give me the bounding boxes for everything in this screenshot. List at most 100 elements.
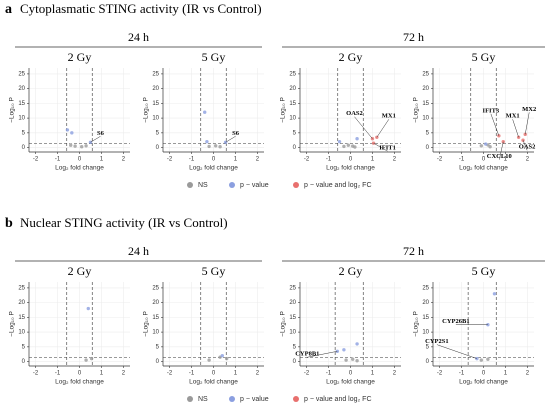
point: [371, 141, 376, 145]
point: [224, 356, 229, 361]
point: [84, 144, 88, 148]
point: [205, 139, 209, 144]
x-tick-label: -1: [189, 157, 195, 163]
y-tick-label: 10: [152, 330, 159, 336]
section-letter: b: [5, 216, 13, 231]
point: [342, 348, 346, 352]
label-leader: [436, 344, 477, 359]
y-tick-label: 15: [18, 101, 25, 107]
y-tick-label: 15: [152, 101, 159, 107]
point: [355, 342, 359, 346]
point: [344, 358, 348, 362]
y-tick-label: 10: [289, 116, 296, 122]
section-title: Cytoplasmatic STING activity (IR vs Cont…: [20, 1, 262, 16]
y-tick-label: 25: [18, 285, 25, 291]
point: [479, 358, 484, 362]
point: [488, 144, 492, 149]
y-tick-label: 10: [18, 116, 25, 122]
point: [350, 357, 355, 361]
label-leader: [522, 140, 528, 151]
y-tick-label: 0: [22, 145, 26, 151]
point-label: CXCL10: [487, 153, 512, 160]
point: [486, 357, 490, 361]
y-tick-label: 10: [422, 330, 429, 336]
y-tick-label: 20: [152, 300, 159, 306]
legend-label: NS: [198, 182, 208, 189]
x-tick-label: -1: [459, 371, 465, 377]
x-tick-label: -2: [33, 371, 39, 377]
x-tick-label: 2: [122, 157, 126, 163]
group-label: 24 h: [128, 244, 149, 258]
x-tick-label: 0: [212, 371, 216, 377]
group-label: 72 h: [403, 244, 424, 258]
y-tick-label: 20: [422, 86, 429, 92]
y-tick-label: 25: [289, 71, 296, 77]
label-leader: [225, 136, 236, 143]
point-label: CYP8B1: [295, 351, 319, 358]
point-label: IFIT1: [379, 145, 396, 152]
y-tick-label: 15: [422, 315, 429, 321]
x-tick-label: -1: [326, 371, 332, 377]
x-tick-label: 2: [526, 371, 530, 377]
point: [353, 145, 357, 149]
y-axis-label: −Log₁₀ P: [280, 311, 287, 337]
point: [218, 144, 222, 149]
y-tick-label: 20: [289, 86, 296, 92]
chart-title: 5 Gy: [202, 50, 226, 64]
y-axis-label: −Log₁₀ P: [280, 97, 287, 123]
x-tick-label: 0: [212, 157, 216, 163]
x-tick-label: 1: [100, 157, 104, 163]
y-tick-label: 20: [422, 300, 429, 306]
y-tick-label: 5: [22, 130, 26, 136]
point: [342, 144, 346, 149]
y-tick-label: 25: [422, 285, 429, 291]
y-tick-label: 15: [289, 101, 296, 107]
y-tick-label: 20: [289, 300, 296, 306]
y-axis-label: −Log₁₀ P: [413, 97, 420, 123]
x-tick-label: -1: [55, 371, 61, 377]
point: [84, 358, 88, 362]
label-leader: [307, 351, 338, 358]
group-label: 72 h: [403, 30, 424, 44]
point: [203, 110, 207, 114]
x-tick-label: 2: [256, 371, 260, 377]
x-tick-label: 0: [349, 157, 353, 163]
y-tick-label: 5: [293, 130, 297, 136]
y-tick-label: 15: [422, 101, 429, 107]
section-title: Nuclear STING activity (IR vs Control): [20, 215, 228, 230]
group-label: 24 h: [128, 30, 149, 44]
x-tick-label: 1: [504, 157, 508, 163]
label-leader: [376, 119, 390, 138]
x-tick-label: 0: [78, 157, 82, 163]
y-tick-label: 5: [426, 344, 430, 350]
x-tick-label: -2: [304, 157, 310, 163]
point: [346, 143, 351, 147]
point: [73, 144, 77, 148]
y-axis-label: −Log₁₀ P: [9, 311, 16, 337]
legend-marker: [229, 182, 235, 188]
point: [65, 128, 70, 132]
legend-marker: [293, 182, 299, 188]
chart-title: 2 Gy: [339, 264, 363, 278]
point: [207, 358, 211, 362]
x-tick-label: 1: [504, 371, 508, 377]
chart-title: 2 Gy: [68, 50, 92, 64]
label-leader: [373, 142, 388, 152]
y-tick-label: 25: [422, 71, 429, 77]
y-tick-label: 15: [289, 315, 296, 321]
x-tick-label: -2: [167, 157, 173, 163]
legend-label: p − value and log₂ FC: [304, 182, 372, 189]
y-tick-label: 15: [152, 315, 159, 321]
x-tick-label: 0: [482, 371, 486, 377]
x-axis-label: Log₂ fold change: [55, 165, 104, 172]
x-axis-label: Log₂ fold change: [459, 379, 508, 386]
y-tick-label: 0: [426, 359, 430, 365]
y-tick-label: 10: [422, 116, 429, 122]
label-leader: [490, 113, 500, 136]
point: [89, 356, 94, 361]
x-axis-label: Log₂ fold change: [189, 165, 238, 172]
point: [207, 144, 211, 149]
y-tick-label: 0: [426, 145, 430, 151]
y-tick-label: 0: [293, 145, 297, 151]
y-tick-label: 10: [289, 330, 296, 336]
